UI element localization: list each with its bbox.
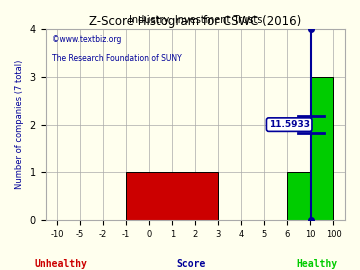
Bar: [126, 172, 218, 220]
Text: The Research Foundation of SUNY: The Research Foundation of SUNY: [51, 54, 181, 63]
Text: Industry: Investment Trusts: Industry: Investment Trusts: [129, 15, 262, 25]
Text: Score: Score: [176, 259, 206, 269]
Y-axis label: Number of companies (7 total): Number of companies (7 total): [15, 60, 24, 189]
Text: Healthy: Healthy: [296, 259, 337, 269]
Bar: [287, 172, 310, 220]
Text: ©www.textbiz.org: ©www.textbiz.org: [51, 35, 121, 44]
Text: 11.5933: 11.5933: [269, 120, 310, 129]
Bar: [310, 77, 333, 220]
Title: Z-Score Histogram for CSWC (2016): Z-Score Histogram for CSWC (2016): [89, 15, 301, 28]
Text: Unhealthy: Unhealthy: [35, 259, 87, 269]
